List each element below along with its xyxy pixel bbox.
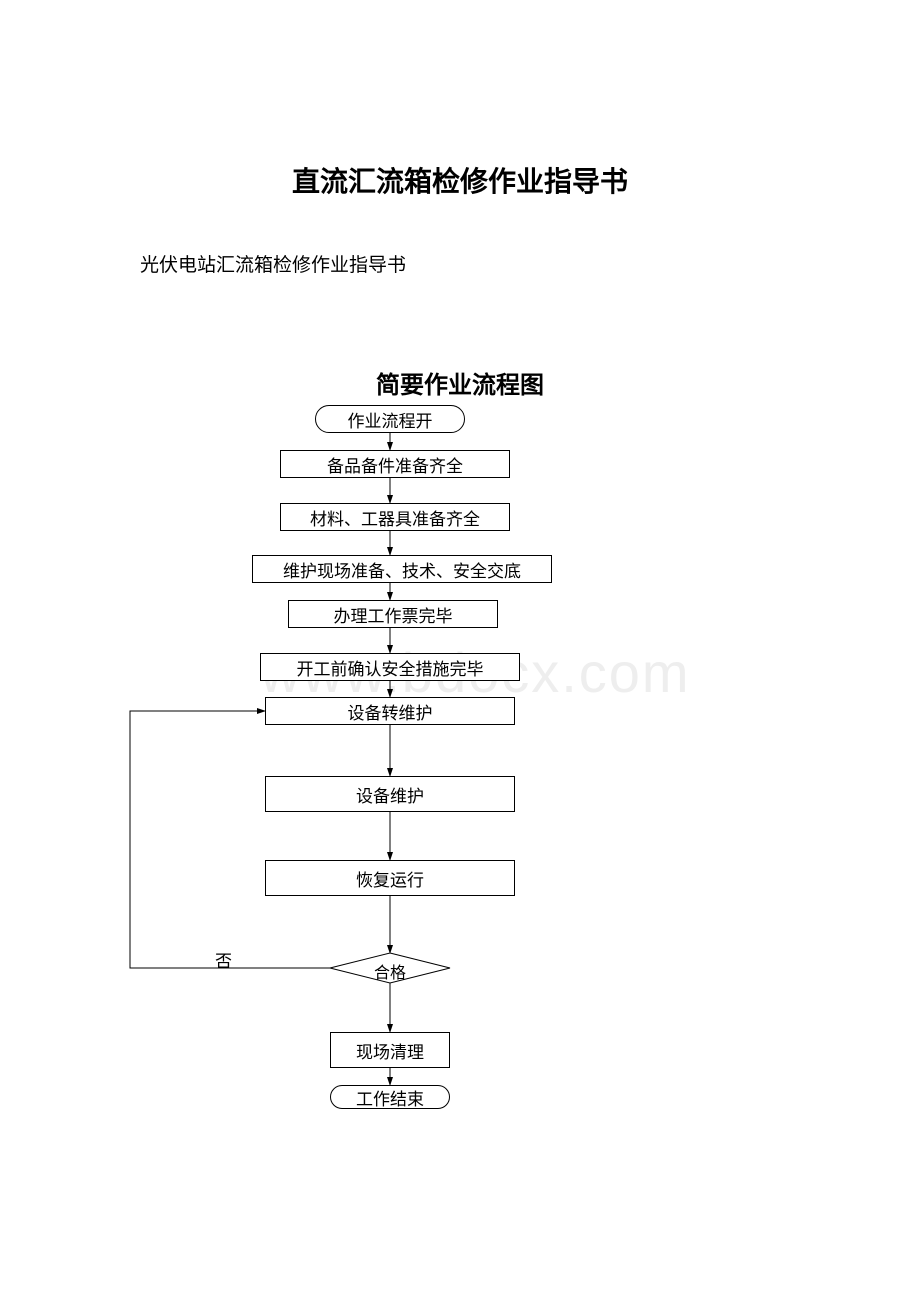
page-title: 直流汇流箱检修作业指导书 <box>0 160 920 200</box>
flow-step-maintain: 设备维护 <box>265 776 515 812</box>
flow-step-spares: 备品备件准备齐全 <box>280 450 510 478</box>
flow-step-safety: 开工前确认安全措施完毕 <box>260 653 520 681</box>
flow-step-workticket: 办理工作票完毕 <box>288 600 498 628</box>
flow-end: 工作结束 <box>330 1085 450 1109</box>
flow-decision-qualified: 合格 <box>370 959 410 983</box>
flowchart-container: 作业流程开 备品备件准备齐全 材料、工器具准备齐全 维护现场准备、技术、安全交底… <box>0 395 920 1175</box>
flow-step-to-maintenance: 设备转维护 <box>265 697 515 725</box>
flow-step-restore: 恢复运行 <box>265 860 515 896</box>
flow-step-siteprep: 维护现场准备、技术、安全交底 <box>252 555 552 583</box>
flow-edge-no-label: 否 <box>215 947 232 972</box>
flow-step-tools: 材料、工器具准备齐全 <box>280 503 510 531</box>
flow-step-cleanup: 现场清理 <box>330 1032 450 1068</box>
flow-start: 作业流程开 <box>315 405 465 433</box>
subtitle: 光伏电站汇流箱检修作业指导书 <box>140 250 406 277</box>
